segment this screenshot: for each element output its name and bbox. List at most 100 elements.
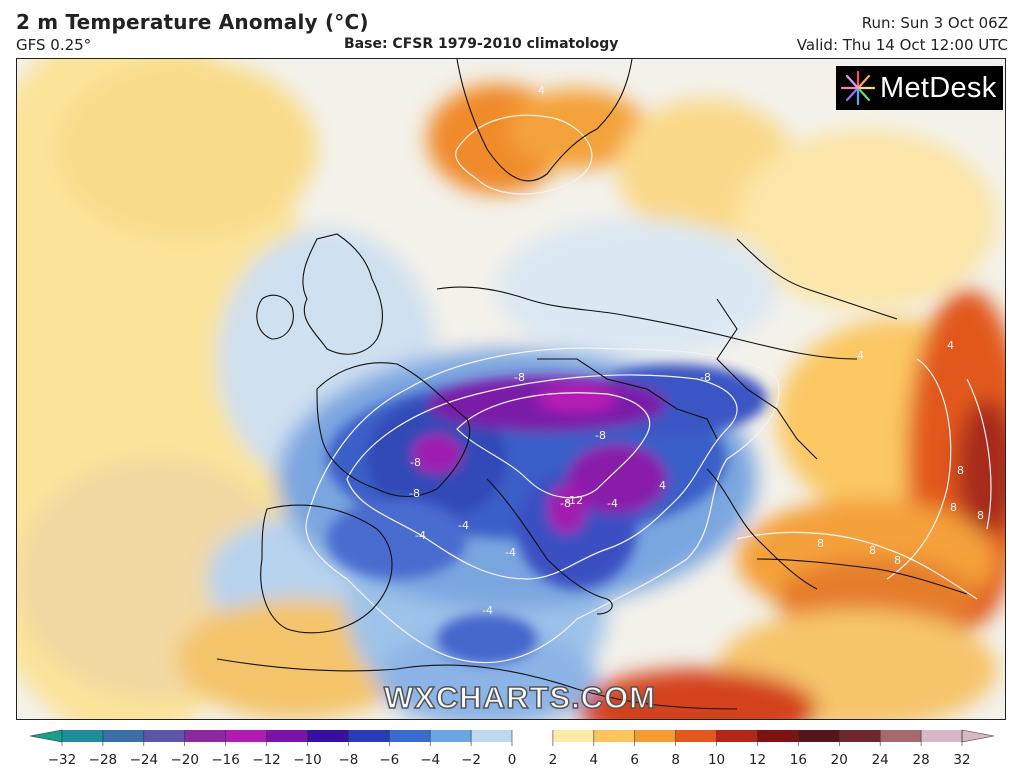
contour-label: -8: [700, 371, 711, 384]
contour-label: -4: [415, 529, 426, 542]
contour-lines: [305, 114, 992, 664]
anomaly-map: -8 -8 -8 -8 -8 -8 -4 -4 -4 -4 -4 -12 4 4…: [16, 58, 1006, 720]
scale-segment: [757, 730, 799, 742]
scale-tick-label: −10: [293, 752, 322, 768]
contour-plus-8: [966, 378, 992, 530]
contour-label: -8: [409, 487, 420, 500]
central-europe-border: [537, 358, 718, 440]
scale-tick-label: 24: [872, 752, 889, 768]
scale-tick-label: −20: [170, 752, 199, 768]
baltic-border: [736, 238, 898, 320]
chart-header: 2 m Temperature Anomaly (°C) GFS 0.25° B…: [0, 0, 1024, 58]
base-climatology-label: Base: CFSR 1979-2010 climatology: [344, 36, 619, 52]
balkans-border: [706, 468, 818, 590]
contour-label: 4: [947, 339, 954, 352]
starburst-icon: [840, 70, 876, 106]
scale-tick-label: 16: [790, 752, 807, 768]
contour-label: 4: [857, 349, 864, 362]
contour-label: 4: [538, 84, 545, 97]
scale-segment: [225, 730, 268, 742]
eastern-border: [716, 298, 818, 460]
anomaly-field: [17, 59, 1005, 719]
contour-label: 8: [817, 537, 824, 550]
contour-label: -8: [514, 371, 525, 384]
scale-segment: [430, 730, 472, 742]
contour-label: -4: [607, 497, 618, 510]
iberia-outline: [260, 504, 393, 634]
contour-minus-12: [456, 392, 651, 499]
model-label: GFS 0.25°: [16, 36, 92, 54]
color-scale-bar: [29, 729, 995, 743]
contour-plus-4-norway: [455, 114, 593, 195]
scale-tick-label: −8: [338, 752, 358, 768]
scale-tick-label: −4: [420, 752, 440, 768]
scale-segment: [921, 730, 963, 742]
scale-arrow-left: [29, 729, 63, 743]
contour-minus-8: [346, 374, 738, 580]
scale-tick-label: 10: [708, 752, 725, 768]
scale-tick-label: 12: [749, 752, 766, 768]
color-scale-ticks: −32 −28 −24 −20 −16 −12 −10 −8 −6 −4 −2 0 2 4 6 8 10 12 16…: [48, 730, 971, 768]
scale-segment: [62, 730, 104, 742]
scale-segment: [593, 730, 636, 742]
scale-segment: [389, 730, 431, 742]
great-britain-outline: [302, 233, 383, 355]
contour-plus-4-south: [736, 531, 978, 600]
color-scale-legend: −32 −28 −24 −20 −16 −12 −10 −8 −6 −4 −2 0 2 4 6 8 10 12 16…: [29, 729, 995, 768]
contour-label: -12: [565, 494, 583, 507]
scale-tick-label: −32: [48, 752, 77, 768]
scale-tick-label: −28: [89, 752, 118, 768]
scale-segment: [716, 730, 758, 742]
contour-minus-4: [305, 347, 780, 664]
italy-outline: [486, 478, 613, 615]
scale-tick-label: 20: [831, 752, 848, 768]
scale-segment: [880, 730, 922, 742]
scale-segment: [552, 730, 595, 742]
country-borders: [216, 59, 968, 710]
scale-tick-label: −24: [130, 752, 159, 768]
scale-tick-label: −12: [252, 752, 281, 768]
chart-title: 2 m Temperature Anomaly (°C): [16, 10, 369, 34]
contour-label: 8: [894, 554, 901, 567]
contour-labels: -8 -8 -8 -8 -8 -8 -4 -4 -4 -4 -4 -12 4 4…: [409, 84, 984, 617]
turkey-coast: [756, 558, 968, 595]
scale-tick-label: 8: [671, 752, 680, 768]
north-germany-border: [436, 286, 858, 360]
scale-segment: [307, 730, 349, 742]
contour-label: 8: [957, 464, 964, 477]
contour-label: -4: [505, 546, 516, 559]
scale-segment: [471, 730, 513, 742]
valid-time-label: Valid: Thu 14 Oct 12:00 UTC: [796, 36, 1008, 54]
scale-tick-label: −16: [211, 752, 240, 768]
scandinavia-outline: [456, 59, 633, 182]
contour-label: 8: [869, 544, 876, 557]
scale-segment: [266, 730, 308, 742]
contour-plus-4: [886, 358, 952, 580]
scale-arrow-right: [961, 729, 995, 743]
contour-label: 8: [950, 501, 957, 514]
scale-tick-label: 4: [590, 752, 599, 768]
scale-segment: [634, 730, 677, 742]
libya-warm-area: [577, 669, 817, 719]
wxcharts-watermark: WXCHARTS.COM: [383, 679, 657, 716]
france-outline: [316, 362, 471, 497]
run-time-label: Run: Sun 3 Oct 06Z: [861, 14, 1008, 32]
scale-tick-label: 32: [953, 752, 970, 768]
scale-segment: [143, 730, 186, 742]
scale-tick-label: 28: [912, 752, 929, 768]
map-canvas: -8 -8 -8 -8 -8 -8 -4 -4 -4 -4 -4 -12 4 4…: [17, 59, 1005, 719]
contour-label: -8: [560, 497, 571, 510]
contour-label: -4: [458, 519, 469, 532]
ireland-outline: [256, 294, 294, 340]
scale-tick-label: 6: [630, 752, 639, 768]
logo-text: MetDesk: [880, 71, 997, 104]
contour-label: -4: [482, 604, 493, 617]
scale-tick-label: 0: [508, 752, 517, 768]
scale-segment: [184, 730, 227, 742]
scale-tick-label: −6: [379, 752, 399, 768]
scale-tick-label: −2: [461, 752, 481, 768]
scale-segment: [348, 730, 390, 742]
contour-label: 4: [659, 479, 666, 492]
contour-label: -8: [410, 456, 421, 469]
scale-segment: [675, 730, 718, 742]
